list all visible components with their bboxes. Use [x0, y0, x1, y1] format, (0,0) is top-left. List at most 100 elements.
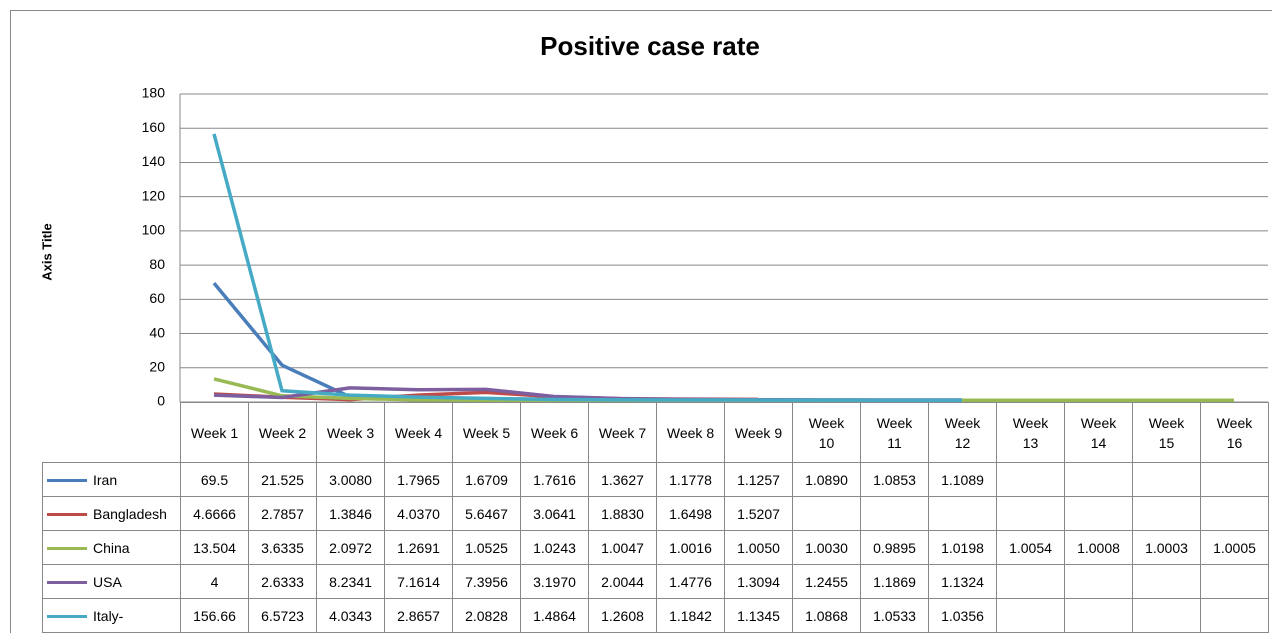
value-label: 69.5	[200, 471, 229, 488]
x-tick-label: Week 15	[1148, 414, 1185, 451]
table-header-cell: Week 16	[1200, 402, 1269, 463]
value-label: 7.1614	[397, 573, 440, 590]
legend-label: Bangladesh	[93, 505, 167, 522]
table-cell: 4	[180, 564, 249, 599]
table-cell: 1.7965	[384, 462, 453, 497]
value-label: 4	[210, 573, 219, 590]
table-cell: 13.504	[180, 530, 249, 565]
value-label: 2.0972	[329, 539, 372, 556]
table-header-cell: Week 6	[520, 402, 589, 463]
table-cell: 7.1614	[384, 564, 453, 599]
table-header-row: Week 1 Week 2 Week 3 Week 4 Week 5 Week 6 Week…	[42, 402, 1269, 463]
y-tick-label: 140	[142, 153, 166, 169]
value-label: 1.0198	[941, 539, 984, 556]
legend-key	[47, 581, 87, 585]
table-cell	[860, 496, 929, 531]
value-label: 1.8830	[601, 505, 644, 522]
table-cell: 69.5	[180, 462, 249, 497]
value-label: 8.2341	[329, 573, 372, 590]
table-cell: 1.5207	[724, 496, 793, 531]
legend-key	[47, 513, 87, 517]
value-label: 2.0044	[601, 573, 644, 590]
table-cell: 1.0868	[792, 598, 861, 633]
table-cell: 1.7616	[520, 462, 589, 497]
x-tick-label: Week 2	[258, 424, 307, 441]
table-cell: 1.2691	[384, 530, 453, 565]
value-label: 3.0641	[533, 505, 576, 522]
table-cell: 1.0016	[656, 530, 725, 565]
table-header-cell: Week 2	[248, 402, 317, 463]
x-tick-label: Week 7	[598, 424, 647, 441]
table-cell: 1.0008	[1064, 530, 1133, 565]
value-label: 3.6335	[261, 539, 304, 556]
value-label: 4.0343	[329, 607, 372, 624]
x-tick-label: Week 10	[808, 414, 845, 451]
value-label: 1.0003	[1145, 539, 1188, 556]
table-header-cell: Week 8	[656, 402, 725, 463]
table-cell	[928, 496, 997, 531]
x-tick-label: Week 12	[944, 414, 981, 451]
value-label: 1.6709	[465, 471, 508, 488]
value-label: 2.8657	[397, 607, 440, 624]
legend-cell: China	[42, 530, 181, 565]
table-cell: 2.0972	[316, 530, 385, 565]
table-cell	[792, 496, 861, 531]
table-cell: 156.66	[180, 598, 249, 633]
table-cell	[1132, 564, 1201, 599]
table-cell: 1.3846	[316, 496, 385, 531]
series-line	[212, 281, 963, 402]
legend-label: China	[93, 539, 130, 556]
table-header-cell: Week 9	[724, 402, 793, 463]
y-tick-label: 160	[142, 119, 166, 135]
x-tick-label: Week 4	[394, 424, 443, 441]
value-label: 1.4864	[533, 607, 576, 624]
table-header-cell: Week 11	[860, 402, 929, 463]
value-label: 4.0370	[397, 505, 440, 522]
y-tick-label: 120	[142, 187, 166, 203]
value-label: 1.3627	[601, 471, 644, 488]
value-label: 7.3956	[465, 573, 508, 590]
value-label: 1.0016	[669, 539, 712, 556]
value-label: 1.3094	[737, 573, 780, 590]
table-cell: 1.6498	[656, 496, 725, 531]
table-cell: 1.0243	[520, 530, 589, 565]
table-header-cell: Week 12	[928, 402, 997, 463]
value-label: 1.0525	[465, 539, 508, 556]
legend-label: Iran	[93, 471, 118, 488]
table-cell	[1200, 564, 1269, 599]
value-label: 1.0868	[805, 607, 848, 624]
table-cell	[1064, 564, 1133, 599]
x-tick-label: Week 6	[530, 424, 579, 441]
value-label: 3.1970	[533, 573, 576, 590]
table-cell: 1.1257	[724, 462, 793, 497]
table-cell: 4.6666	[180, 496, 249, 531]
table-cell: 2.6333	[248, 564, 317, 599]
table-cell: 1.3094	[724, 564, 793, 599]
table-header-cell: Week 1	[180, 402, 249, 463]
value-label: 1.5207	[737, 505, 780, 522]
table-cell	[1132, 462, 1201, 497]
y-tick-label: 80	[149, 256, 165, 272]
table-cell: 8.2341	[316, 564, 385, 599]
table-cell: 0.9895	[860, 530, 929, 565]
legend-key	[47, 547, 87, 551]
table-cell	[1064, 496, 1133, 531]
table-cell: 4.0370	[384, 496, 453, 531]
y-tick-label: 60	[149, 290, 165, 306]
value-label: 1.0356	[941, 607, 984, 624]
table-cell: 1.8830	[588, 496, 657, 531]
value-label: 1.0054	[1009, 539, 1052, 556]
table-cell: 1.0533	[860, 598, 929, 633]
table-row: Iran 69.5 21.525 3.0080 1.7965 1.6709 1.7616 1.…	[42, 462, 1269, 497]
x-tick-label: Week 14	[1080, 414, 1117, 451]
table-cell: 1.3627	[588, 462, 657, 497]
value-label: 1.1089	[941, 471, 984, 488]
table-cell: 2.8657	[384, 598, 453, 633]
y-tick-label: 180	[142, 85, 166, 101]
table-cell: 1.2455	[792, 564, 861, 599]
table-cell: 2.0828	[452, 598, 521, 633]
value-label: 1.0533	[873, 607, 916, 624]
table-cell	[1200, 462, 1269, 497]
table-cell: 1.1778	[656, 462, 725, 497]
